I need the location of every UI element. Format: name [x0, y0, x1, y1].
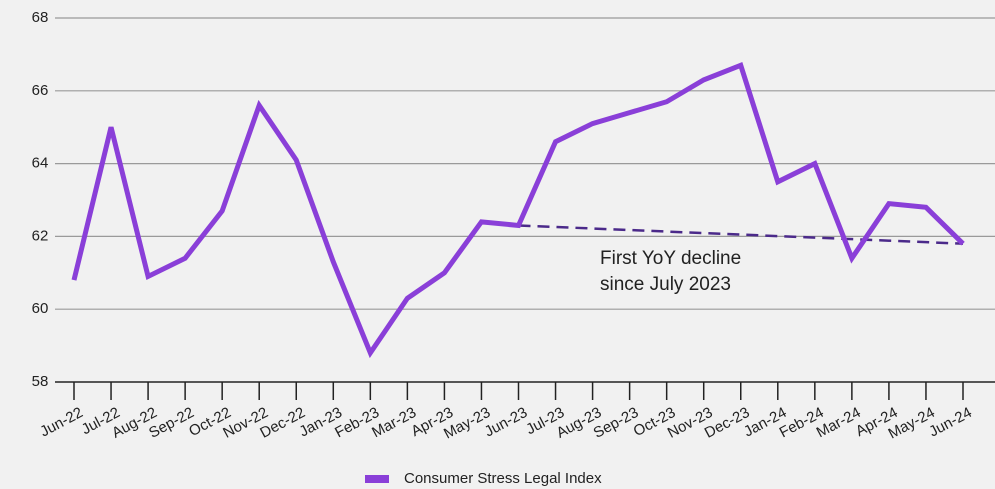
- y-tick-label: 64: [32, 155, 49, 172]
- reference-line: [518, 224, 964, 245]
- legend-swatch: [365, 475, 389, 483]
- y-tick-label: 62: [32, 227, 49, 244]
- legend-label: Consumer Stress Legal Index: [404, 470, 602, 487]
- y-tick-label: 58: [32, 373, 49, 390]
- series-line: [71, 62, 965, 359]
- annotation: First YoY decline: [600, 248, 741, 269]
- annotation: since July 2023: [600, 274, 731, 295]
- y-tick-label: 66: [32, 82, 49, 99]
- x-tick-label: Jun-24: [926, 404, 974, 441]
- y-tick-label: 68: [32, 9, 49, 26]
- y-tick-label: 60: [32, 300, 49, 317]
